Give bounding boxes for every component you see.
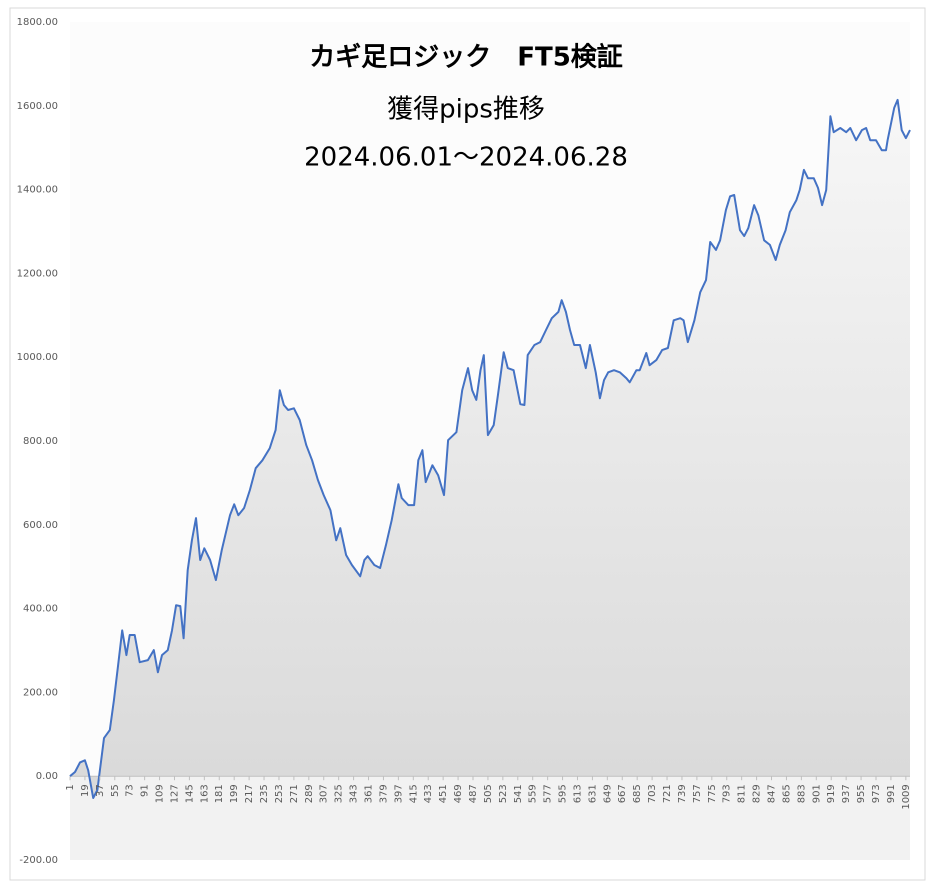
x-tick-label: 343 — [349, 784, 360, 803]
x-tick-label: 703 — [647, 784, 658, 803]
y-tick-label: 200.00 — [23, 687, 58, 698]
x-tick-label: 379 — [378, 784, 389, 803]
x-tick-label: 199 — [229, 784, 240, 803]
x-tick-label: 919 — [826, 784, 837, 803]
y-tick-label: 0.00 — [36, 771, 58, 782]
x-tick-label: 955 — [856, 784, 867, 803]
negative-band — [70, 776, 910, 860]
x-tick-label: 757 — [692, 784, 703, 803]
y-tick-label: 1400.00 — [17, 185, 58, 196]
chart-subtitle: 2024.06.01～2024.06.28 — [304, 143, 628, 173]
x-tick-label: 361 — [364, 784, 375, 803]
x-tick-label: 19 — [80, 784, 91, 797]
x-tick-label: 91 — [140, 784, 151, 797]
x-tick-label: 595 — [558, 784, 569, 803]
y-tick-label: 1800.00 — [17, 17, 58, 28]
area-fill — [70, 99, 910, 798]
x-tick-label: 487 — [468, 784, 479, 803]
x-tick-label: 973 — [871, 784, 882, 803]
x-tick-label: 577 — [543, 784, 554, 803]
x-tick-label: 55 — [110, 784, 121, 797]
x-tick-label: 1009 — [901, 784, 912, 809]
x-tick-label: 901 — [811, 784, 822, 803]
x-tick-label: 415 — [408, 784, 419, 803]
x-tick-label: 307 — [319, 784, 330, 803]
x-tick-label: 523 — [498, 784, 509, 803]
x-tick-label: 217 — [244, 784, 255, 803]
x-tick-label: 649 — [602, 784, 613, 803]
y-tick-label: 800.00 — [23, 436, 58, 447]
x-tick-label: 505 — [483, 784, 494, 803]
y-tick-label: 400.00 — [23, 604, 58, 615]
x-tick-label: 685 — [632, 784, 643, 803]
x-tick-label: 235 — [259, 784, 270, 803]
x-tick-label: 937 — [841, 784, 852, 803]
x-tick-label: 991 — [886, 784, 897, 803]
x-tick-label: 433 — [423, 784, 434, 803]
chart-subtitle: 獲得pips推移 — [387, 95, 545, 125]
x-tick-label: 829 — [752, 784, 763, 803]
x-tick-label: 289 — [304, 784, 315, 803]
x-tick-label: 451 — [438, 784, 449, 803]
y-tick-label: 600.00 — [23, 520, 58, 531]
x-tick-label: 163 — [199, 784, 210, 803]
x-tick-label: 541 — [513, 784, 524, 803]
x-tick-label: 847 — [767, 784, 778, 803]
x-tick-label: 469 — [453, 784, 464, 803]
x-tick-label: 127 — [169, 784, 180, 803]
x-tick-label: 1 — [65, 784, 76, 790]
x-tick-label: 253 — [274, 784, 285, 803]
x-tick-label: 397 — [393, 784, 404, 803]
y-tick-label: 1200.00 — [17, 268, 58, 279]
line — [69, 98, 911, 799]
x-tick-label: 145 — [184, 784, 195, 803]
x-tick-label: 325 — [334, 784, 345, 803]
x-tick-label: 271 — [289, 784, 300, 803]
x-tick-label: 883 — [796, 784, 807, 803]
y-tick-label: -200.00 — [19, 855, 58, 866]
x-tick-label: 613 — [572, 784, 583, 803]
x-tick-label: 811 — [737, 784, 748, 803]
x-tick-label: 181 — [214, 784, 225, 803]
x-tick-label: 37 — [95, 784, 106, 797]
chart-title: カギ足ロジック FT5検証 — [309, 42, 623, 73]
x-tick-label: 793 — [722, 784, 733, 803]
x-tick-label: 721 — [662, 784, 673, 803]
x-tick-label: 631 — [587, 784, 598, 803]
x-tick-label: 667 — [617, 784, 628, 803]
x-tick-label: 559 — [528, 784, 539, 803]
x-tick-label: 739 — [677, 784, 688, 803]
x-tick-label: 775 — [707, 784, 718, 803]
x-tick-label: 73 — [125, 784, 136, 797]
x-tick-label: 865 — [781, 784, 792, 803]
y-tick-label: 1600.00 — [17, 101, 58, 112]
y-tick-label: 1000.00 — [17, 352, 58, 363]
x-tick-label: 109 — [155, 784, 166, 803]
